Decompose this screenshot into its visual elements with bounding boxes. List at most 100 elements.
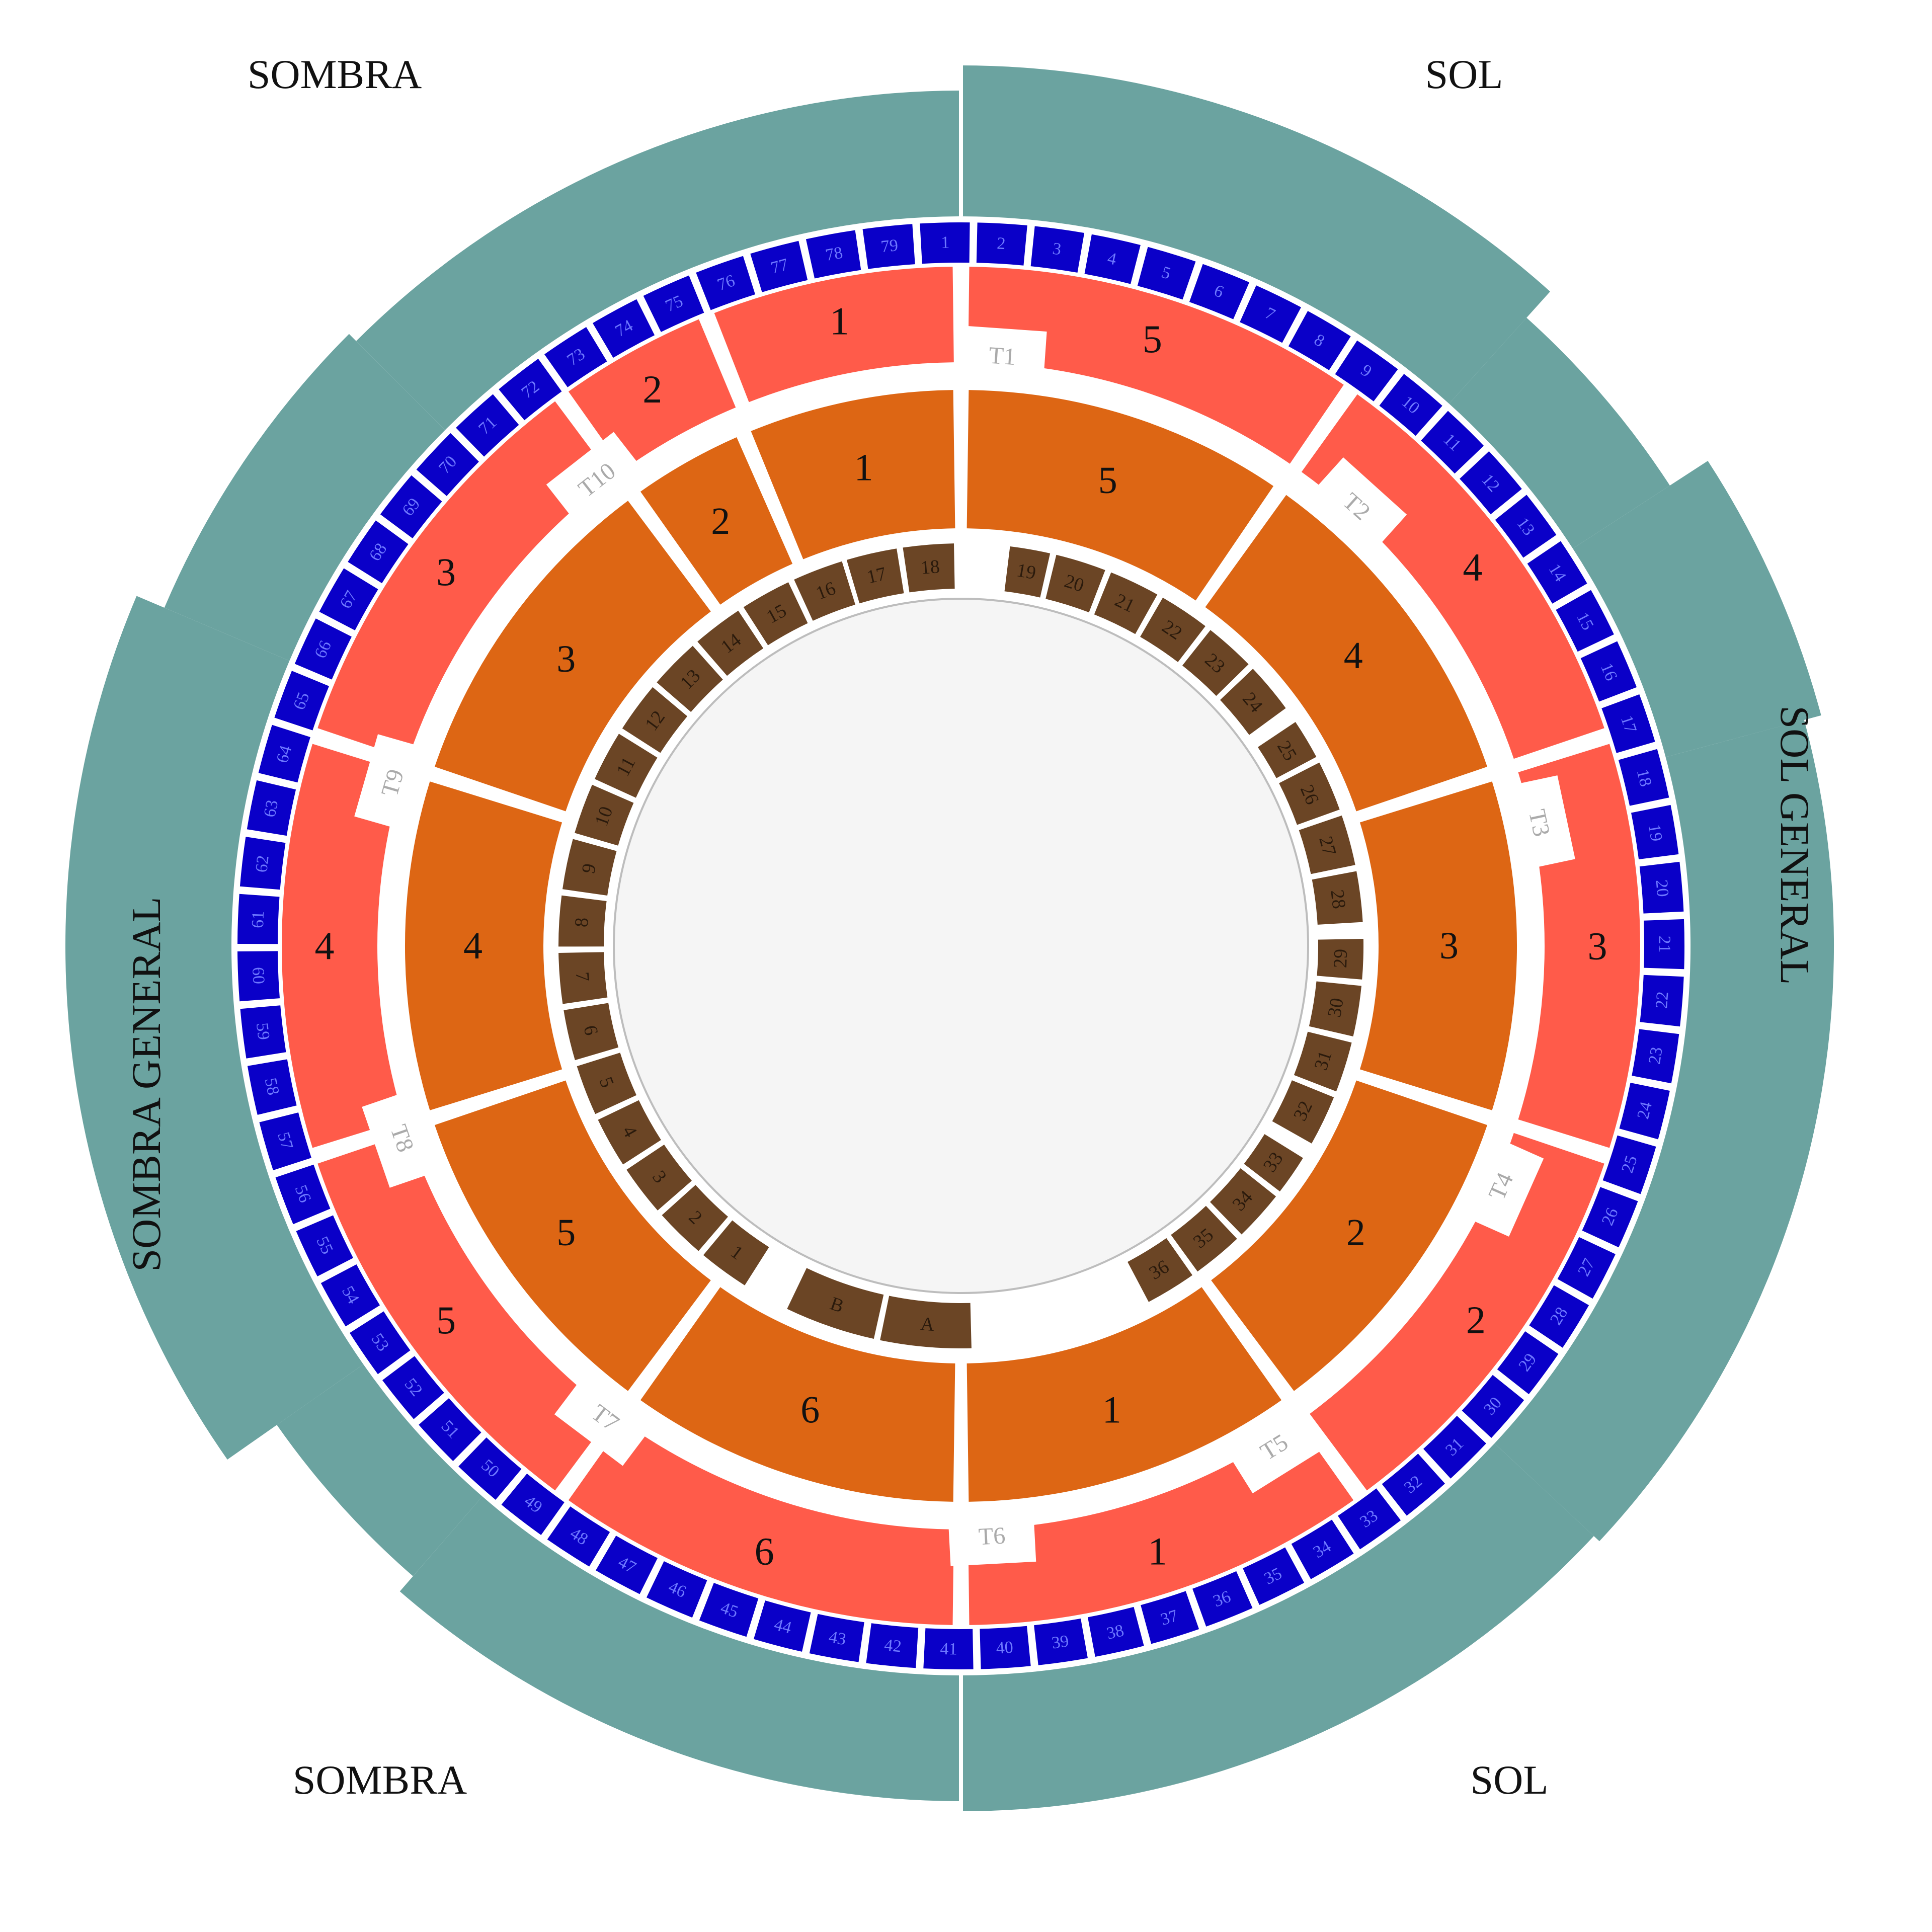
barrera-seat-31[interactable]: [1294, 1031, 1352, 1092]
barrera-seat-11[interactable]: [595, 734, 658, 798]
barrera-seat-6[interactable]: [564, 1003, 619, 1061]
general-seat-67[interactable]: [319, 568, 378, 630]
outer-section-5[interactable]: [968, 267, 1344, 464]
barrera-seat-18[interactable]: [903, 543, 955, 593]
general-seat-1[interactable]: [920, 222, 970, 264]
general-seat-18[interactable]: [1618, 749, 1669, 806]
tunnel-T8[interactable]: T8: [362, 1089, 442, 1188]
tunnel-T5[interactable]: T5: [1223, 1401, 1325, 1494]
barrera-seat-21[interactable]: [1094, 572, 1158, 634]
outer-section-4[interactable]: [1301, 394, 1604, 759]
general-seat-32[interactable]: [1382, 1454, 1445, 1516]
general-seat-29[interactable]: [1497, 1331, 1559, 1395]
barrera-seat-25[interactable]: [1258, 722, 1317, 778]
general-seat-49[interactable]: [501, 1473, 565, 1535]
general-seat-47[interactable]: [596, 1536, 658, 1594]
general-seat-50[interactable]: [458, 1437, 522, 1500]
general-seat-39[interactable]: [1034, 1619, 1088, 1665]
general-seat-30[interactable]: [1462, 1375, 1524, 1438]
general-seat-17[interactable]: [1601, 694, 1655, 753]
general-seat-19[interactable]: [1631, 804, 1679, 859]
barrera-seat-26[interactable]: [1279, 762, 1340, 825]
barrera-seat-33[interactable]: [1244, 1134, 1303, 1192]
general-seat-58[interactable]: [247, 1059, 297, 1115]
general-seat-77[interactable]: [750, 240, 808, 292]
outer-section-4[interactable]: [282, 744, 404, 1148]
barrera-seat-34[interactable]: [1210, 1168, 1276, 1235]
barrera-seat-28[interactable]: [1312, 871, 1363, 925]
general-seat-60[interactable]: [237, 951, 280, 1002]
general-seat-52[interactable]: [382, 1356, 444, 1419]
barrera-seat-29[interactable]: [1317, 939, 1364, 980]
barrera-seat-32[interactable]: [1272, 1080, 1334, 1144]
tunnel-T6[interactable]: T6: [947, 1506, 1036, 1566]
tunnel-T10[interactable]: T10: [546, 432, 648, 528]
barrera-seat-35[interactable]: [1171, 1205, 1237, 1272]
middle-section-1[interactable]: [967, 1287, 1281, 1502]
general-seat-38[interactable]: [1088, 1606, 1144, 1657]
general-seat-69[interactable]: [380, 475, 442, 538]
general-seat-4[interactable]: [1084, 234, 1141, 284]
middle-section-3[interactable]: [435, 501, 711, 812]
general-seat-27[interactable]: [1557, 1237, 1616, 1299]
general-seat-75[interactable]: [643, 275, 704, 332]
barrera-seat-15[interactable]: [743, 582, 808, 646]
general-seat-71[interactable]: [456, 394, 519, 457]
general-seat-63[interactable]: [247, 780, 296, 836]
middle-section-6[interactable]: [640, 1287, 955, 1502]
general-seat-5[interactable]: [1137, 247, 1196, 300]
general-seat-79[interactable]: [862, 224, 915, 269]
general-seat-21[interactable]: [1644, 919, 1685, 970]
general-seat-41[interactable]: [923, 1628, 974, 1670]
tunnel-T2[interactable]: T2: [1306, 457, 1407, 556]
general-seat-78[interactable]: [806, 230, 861, 279]
general-seat-65[interactable]: [274, 671, 329, 731]
general-seat-13[interactable]: [1495, 495, 1557, 558]
barrera-seat-9[interactable]: [562, 839, 617, 896]
general-seat-10[interactable]: [1379, 374, 1442, 436]
general-seat-56[interactable]: [275, 1164, 331, 1225]
middle-section-4[interactable]: [405, 781, 562, 1110]
middle-section-4[interactable]: [1205, 495, 1488, 812]
general-seat-51[interactable]: [419, 1398, 481, 1461]
barrera-seat-13[interactable]: [657, 646, 723, 712]
barrera-seat-30[interactable]: [1309, 981, 1361, 1037]
barrera-seat-12[interactable]: [622, 687, 688, 753]
middle-section-1[interactable]: [751, 390, 955, 559]
tunnel-T9[interactable]: T9: [354, 734, 431, 832]
general-seat-7[interactable]: [1240, 285, 1301, 343]
outer-section-5[interactable]: [317, 1133, 612, 1491]
general-seat-76[interactable]: [696, 256, 755, 310]
barrera-seat-14[interactable]: [697, 610, 764, 676]
general-seat-59[interactable]: [240, 1005, 286, 1059]
barrera-seat-7[interactable]: [558, 952, 608, 1004]
general-seat-14[interactable]: [1527, 541, 1587, 604]
outer-section-2[interactable]: [568, 319, 736, 470]
general-seat-20[interactable]: [1639, 861, 1684, 914]
tunnel-T1[interactable]: T1: [957, 326, 1047, 387]
barrera-seat-5[interactable]: [577, 1053, 636, 1114]
general-seat-42[interactable]: [866, 1623, 919, 1668]
general-seat-25[interactable]: [1602, 1135, 1656, 1194]
outer-section-3[interactable]: [317, 401, 612, 759]
outer-section-2[interactable]: [1310, 1133, 1604, 1491]
general-seat-26[interactable]: [1582, 1187, 1638, 1248]
general-seat-45[interactable]: [699, 1583, 759, 1637]
tunnel-T7[interactable]: T7: [554, 1370, 656, 1466]
general-seat-11[interactable]: [1421, 411, 1484, 474]
general-seat-16[interactable]: [1580, 641, 1637, 702]
middle-section-5[interactable]: [435, 1080, 711, 1391]
general-seat-61[interactable]: [237, 894, 280, 944]
barrera-seat-10[interactable]: [575, 784, 634, 846]
general-seat-54[interactable]: [320, 1264, 380, 1327]
general-seat-44[interactable]: [754, 1600, 811, 1652]
outer-section-6[interactable]: [568, 1422, 954, 1625]
barrera-seat-1[interactable]: [703, 1220, 769, 1285]
general-seat-28[interactable]: [1529, 1285, 1589, 1348]
general-seat-73[interactable]: [544, 327, 607, 387]
barrera-seat-16[interactable]: [794, 561, 855, 621]
barrera-seat-23[interactable]: [1182, 630, 1249, 696]
general-seat-12[interactable]: [1460, 451, 1522, 515]
general-seat-46[interactable]: [647, 1561, 707, 1618]
general-seat-3[interactable]: [1030, 226, 1085, 273]
